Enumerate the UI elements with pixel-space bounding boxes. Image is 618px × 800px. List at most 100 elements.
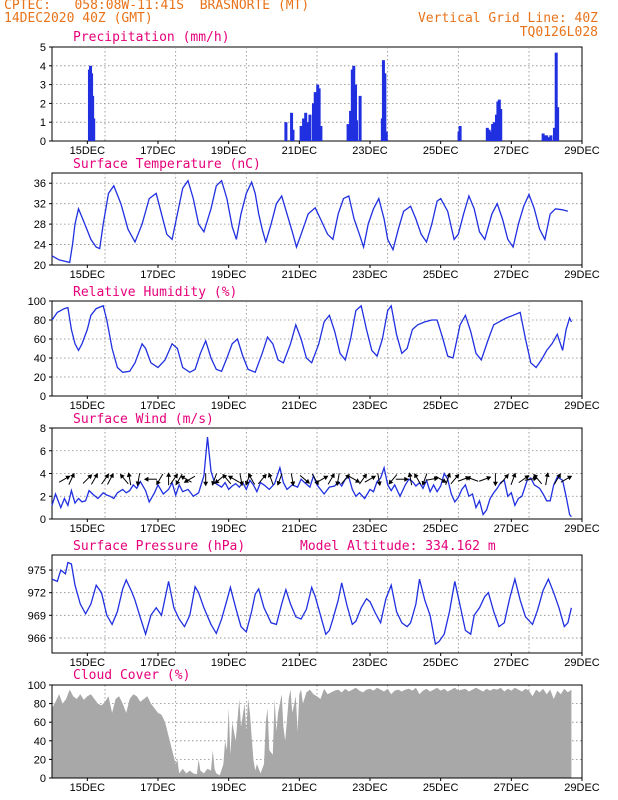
panel-title: Precipitation (mm/h): [73, 30, 230, 45]
x-date-label: 15DEC: [70, 657, 106, 669]
wind-arrow-head: [544, 472, 550, 478]
precip-bar: [485, 127, 489, 141]
precip-bar: [317, 88, 321, 141]
precip-bar: [305, 122, 309, 141]
wind-arrow: [203, 473, 209, 487]
wind-arrow: [267, 472, 274, 486]
precip-bar: [358, 95, 362, 141]
cloud-cover-area: [52, 687, 572, 778]
y-tick-label: 4: [40, 469, 46, 481]
precip-bar: [290, 112, 294, 141]
precip-bar: [354, 84, 358, 141]
series-line: [51, 304, 572, 374]
panel-frame-overlay: [51, 684, 583, 779]
x-date-label: 19DEC: [211, 269, 247, 281]
series-line: [51, 179, 569, 264]
y-tick-label: 0: [40, 514, 46, 526]
series-line: [51, 437, 572, 518]
x-date-label: 29DEC: [564, 523, 600, 535]
y-tick-label: 80: [34, 699, 46, 711]
x-date-label: 23DEC: [352, 523, 388, 535]
x-date-label: 23DEC: [352, 145, 388, 157]
wind-arrow: [82, 474, 93, 484]
wind-arrow-head: [119, 473, 125, 479]
wind-arrow-head: [290, 481, 296, 487]
wind-arrow-head: [214, 478, 220, 484]
y-tick-label: 4: [40, 61, 46, 73]
wind-arrow: [211, 473, 218, 486]
wind-arrow-head: [355, 478, 361, 483]
wind-arrow: [170, 473, 178, 485]
x-date-label: 21DEC: [282, 523, 318, 535]
wind-arrow-head: [414, 473, 419, 479]
wind-arrow-head: [267, 472, 273, 478]
y-tick-label: 969: [28, 610, 46, 622]
precip-bar: [543, 135, 547, 141]
panel-subtitle: Model Altitude: 334.162 m: [300, 539, 496, 554]
precip-bar: [556, 107, 560, 141]
wind-arrow-head: [503, 473, 509, 479]
x-date-label: 25DEC: [423, 523, 459, 535]
precip-bar: [92, 118, 96, 141]
wind-arrow: [465, 475, 479, 482]
y-tick-label: 100: [28, 680, 46, 692]
x-date-label: 27DEC: [494, 400, 530, 412]
wind-arrow-head: [335, 481, 341, 487]
x-date-label: 25DEC: [423, 400, 459, 412]
wind-arrow-head: [87, 474, 93, 480]
precip-bar: [552, 127, 556, 141]
precip-bar: [313, 92, 317, 141]
wind-arrow: [290, 473, 296, 487]
wind-arrow: [327, 473, 335, 485]
header-location: BRASNORTE (MT): [199, 0, 310, 13]
precip-bar: [499, 109, 503, 141]
precip-bar: [284, 122, 288, 141]
precip-bar: [349, 110, 353, 141]
wind-arrow-head: [304, 478, 310, 484]
wind-arrow: [316, 475, 329, 483]
y-tick-label: 20: [34, 260, 46, 272]
wind-arrow-head: [567, 475, 573, 481]
wind-arrow-head: [211, 480, 216, 486]
x-date-label: 29DEC: [564, 782, 600, 794]
wind-arrow: [135, 473, 141, 487]
wind-arrow-head: [454, 473, 460, 479]
panel-title: Surface Temperature (nC): [73, 157, 261, 172]
wind-arrow: [222, 473, 232, 485]
wind-arrow-head: [180, 475, 186, 481]
y-tick-label: 20: [34, 372, 46, 384]
precip-bar: [554, 52, 558, 141]
x-date-label: 25DEC: [423, 145, 459, 157]
x-date-label: 17DEC: [140, 145, 176, 157]
wind-arrow: [407, 472, 413, 486]
wind-arrow: [478, 475, 492, 482]
wind-arrow: [492, 473, 498, 487]
x-date-label: 15DEC: [70, 145, 106, 157]
wind-arrow-head: [323, 475, 329, 481]
y-tick-label: 32: [34, 199, 46, 211]
x-date-label: 17DEC: [140, 782, 176, 794]
y-tick-label: 60: [34, 334, 46, 346]
wind-arrow-head: [70, 472, 75, 478]
y-tick-label: 0: [40, 773, 46, 785]
wind-arrow-head: [109, 473, 114, 479]
wind-arrow-head: [65, 475, 71, 481]
x-date-label: 27DEC: [494, 523, 530, 535]
y-tick-label: 80: [34, 315, 46, 327]
wind-arrow-head: [104, 473, 110, 479]
wind-arrow: [227, 475, 240, 483]
x-date-label: 17DEC: [140, 269, 176, 281]
y-tick-label: 2: [40, 491, 46, 503]
wind-arrow: [445, 472, 451, 486]
precip-bar: [384, 131, 388, 141]
y-tick-label: 975: [28, 565, 46, 577]
wind-arrow: [156, 473, 164, 486]
x-date-label: 21DEC: [282, 145, 318, 157]
wind-arrow: [376, 473, 382, 487]
wind-arrow: [126, 472, 132, 486]
header-issued: 14DEC2020 40Z (GMT): [4, 11, 153, 26]
x-date-label: 27DEC: [494, 657, 530, 669]
header-coords: 058:08W-11:41S: [74, 0, 185, 13]
wind-arrow-head: [486, 475, 492, 481]
x-date-label: 21DEC: [282, 400, 318, 412]
